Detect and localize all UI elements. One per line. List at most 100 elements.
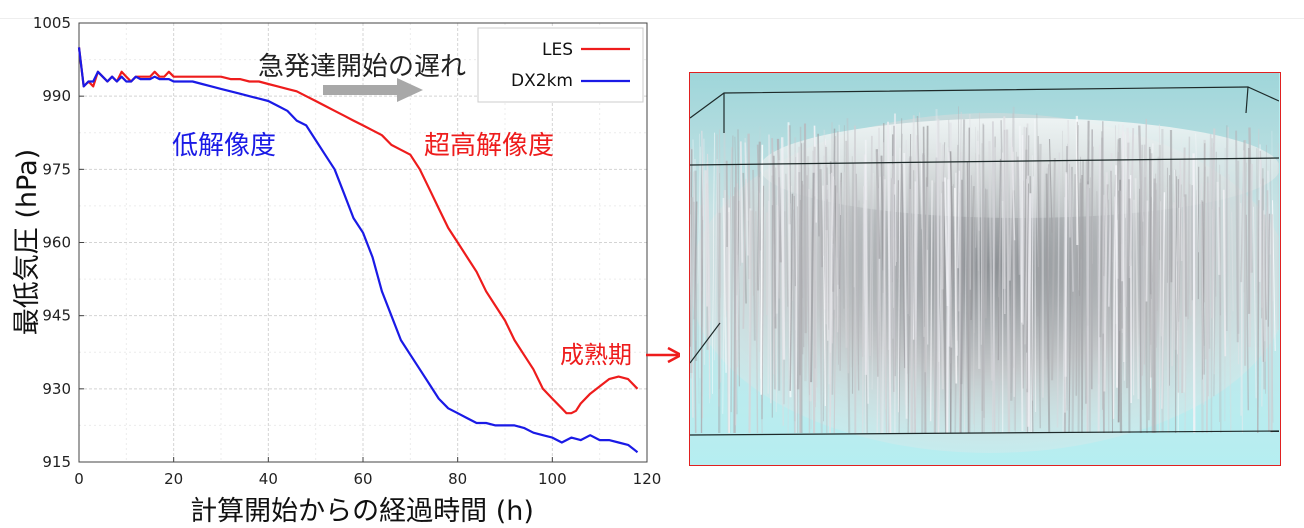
x-tick-label: 40: [259, 470, 278, 488]
cloud-streak: [1184, 202, 1189, 434]
cloud-streak: [939, 142, 944, 390]
cloud-streak: [734, 183, 739, 426]
cloud-streak: [954, 144, 959, 434]
cloud-streak: [831, 136, 836, 395]
cloud-streak: [1112, 174, 1117, 263]
cloud-streak: [767, 200, 770, 394]
cloud-streak: [1020, 134, 1024, 323]
cloud-streak: [941, 144, 945, 290]
cloud-streak: [1240, 150, 1245, 416]
cloud-streak: [1051, 158, 1056, 381]
cloud-streak: [1231, 211, 1234, 312]
x-tick-label: 60: [353, 470, 372, 488]
cloud-streak: [1077, 182, 1082, 434]
cloud-streak: [822, 155, 825, 256]
cloud-streak: [851, 162, 854, 394]
pressure-chart: 0 20 40 60 80 100 120 915 930 945 960 975 990 1005 急発…: [12, 14, 680, 527]
cloud-streak: [723, 190, 729, 311]
cloud-streak: [713, 158, 718, 361]
legend: LES DX2km: [477, 27, 644, 103]
cloud-streak: [1134, 178, 1140, 400]
cloud-streak: [881, 179, 887, 434]
cloud-streak: [1224, 127, 1229, 274]
cloud-streak: [1266, 170, 1272, 255]
cloud-streak: [945, 179, 950, 434]
cloud-streak: [933, 157, 939, 434]
cloud-streak: [864, 139, 869, 404]
cloud-streak: [972, 173, 975, 425]
cloud-streak: [1245, 214, 1250, 411]
cloud-streak: [1112, 196, 1116, 419]
cloud-streak: [692, 201, 697, 434]
cloud-streak: [843, 172, 848, 348]
cloud-streak: [949, 151, 955, 281]
cloud-streak: [810, 172, 815, 383]
cloud-streak: [1169, 129, 1173, 283]
cloud-streak: [1081, 159, 1084, 434]
cloud-streak: [1139, 144, 1144, 434]
cloud-streak: [924, 186, 929, 373]
cloud-streak: [988, 141, 994, 381]
cloud-streak: [755, 211, 759, 434]
series: [77, 47, 639, 454]
cloud-streak: [1261, 168, 1264, 319]
cloud-streak: [865, 179, 868, 315]
cloud-streak: [752, 210, 755, 296]
y-axis-title: 最低気圧 (hPa): [12, 149, 43, 335]
cloud-streak: [1016, 156, 1021, 275]
cloud-streak: [981, 123, 984, 411]
cloud-streak: [780, 186, 784, 426]
cloud-streak: [701, 130, 704, 221]
cloud-streak: [1189, 184, 1192, 317]
legend-label-dx2km: DX2km: [511, 71, 573, 91]
cloud-streak: [1008, 146, 1014, 281]
cloud-streak: [1048, 138, 1053, 233]
cloud-streak: [690, 197, 694, 374]
cloud-streak: [980, 162, 983, 345]
cloud-streak: [1103, 172, 1108, 392]
divider: [0, 18, 1304, 19]
cloud-streak: [919, 112, 923, 230]
cloud-streak: [861, 203, 865, 434]
cloud-streak: [957, 170, 961, 269]
x-tick-label: 80: [448, 470, 467, 488]
cloud-streak: [855, 173, 860, 391]
cloud-streak: [1240, 140, 1246, 283]
cloud-streak: [876, 151, 879, 377]
cloud-streak: [748, 210, 753, 434]
cloud-streak: [812, 146, 816, 434]
cloud-streak: [1138, 125, 1144, 246]
cloud-streak: [1056, 152, 1061, 428]
cloud-streak: [716, 134, 720, 407]
cloud-streak: [1045, 173, 1051, 434]
cloud-streak: [722, 197, 727, 373]
cloud-streak: [1086, 184, 1090, 434]
x-tick-label: 20: [164, 470, 183, 488]
cloud-streak: [1184, 194, 1188, 317]
cloud-render-image: [690, 73, 1279, 464]
delay-arrow: [323, 78, 423, 102]
cloud-streak: [1211, 146, 1215, 262]
cloud-streak: [1115, 165, 1118, 388]
cloud-streaks: [690, 106, 1279, 434]
cloud-streak: [954, 187, 958, 384]
cloud-streak: [772, 155, 777, 329]
cloud-streak: [722, 189, 726, 414]
cloud-streak: [948, 119, 952, 389]
cloud-streak: [793, 195, 796, 287]
cloud-streak: [1010, 190, 1015, 401]
cloud-streak: [863, 154, 868, 375]
cloud-streak: [717, 165, 722, 383]
cloud-streak: [690, 147, 692, 303]
cloud-streak: [992, 147, 996, 434]
cloud-streak: [719, 129, 721, 298]
cloud-streak: [913, 170, 916, 434]
cloud-streak: [775, 160, 781, 314]
mature-arrow: [646, 346, 680, 364]
cloud-streak: [981, 188, 986, 434]
cloud-streak: [1178, 184, 1182, 322]
cloud-streak: [785, 173, 789, 307]
cloud-streak: [796, 206, 799, 434]
y-tick-label: 1005: [33, 14, 71, 32]
